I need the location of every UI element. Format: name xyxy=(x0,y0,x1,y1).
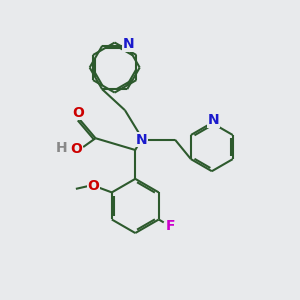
Text: F: F xyxy=(166,219,175,233)
Text: O: O xyxy=(72,106,84,120)
Text: H: H xyxy=(56,141,68,155)
Text: N: N xyxy=(123,38,134,51)
Text: N: N xyxy=(208,113,219,127)
Text: O: O xyxy=(71,142,82,155)
Text: O: O xyxy=(88,179,100,193)
Text: N: N xyxy=(135,133,147,147)
